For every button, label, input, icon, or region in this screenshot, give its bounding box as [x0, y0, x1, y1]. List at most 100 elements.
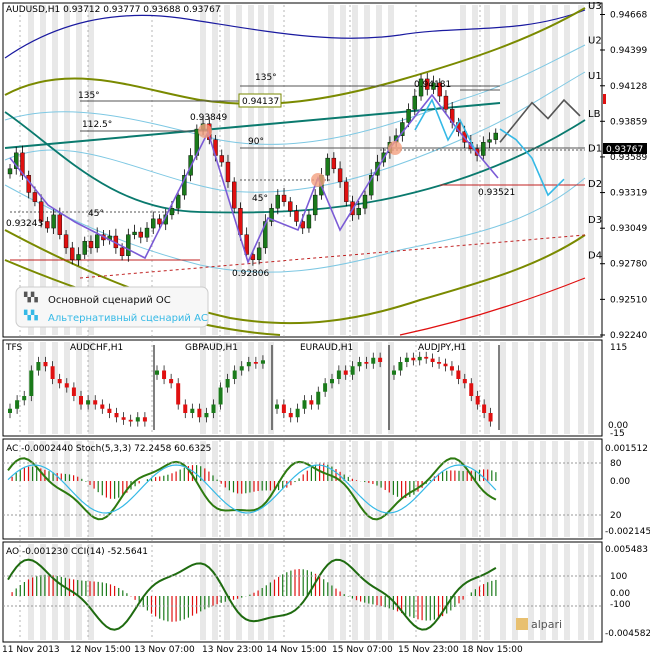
- candle-body: [493, 132, 498, 140]
- session-stripe: [248, 342, 254, 434]
- main-scenario-label: Основной сценарий ОС: [48, 295, 171, 306]
- time-axis: 11 Nov 2013 12 Nov 15:00 13 Nov 07:00 13 No…: [2, 645, 523, 655]
- time-tick-label: 13 Nov 07:00: [134, 645, 195, 655]
- tfs-candle-body: [50, 366, 55, 379]
- candle-body: [70, 247, 75, 260]
- tfs-candle-body: [93, 400, 98, 405]
- session-stripe: [248, 544, 254, 640]
- session-stripe: [512, 342, 518, 434]
- tfs-candle-body: [135, 417, 140, 422]
- tfs-candle-body: [176, 383, 181, 405]
- tfs-candle-body: [398, 362, 403, 371]
- candle-body: [138, 231, 143, 238]
- candle-body: [151, 218, 156, 229]
- candle-body: [406, 109, 411, 123]
- session-stripe: [500, 544, 506, 640]
- d2-curve: [4, 177, 586, 273]
- session-stripe: [258, 441, 264, 537]
- session-stripe: [268, 342, 274, 434]
- u3-curve: [4, 9, 586, 59]
- gann-angle-112: 112.5°: [82, 120, 112, 130]
- alt-scenario-line: [499, 128, 565, 197]
- session-stripe: [588, 342, 594, 434]
- session-stripe: [484, 441, 490, 537]
- session-stripe: [200, 544, 206, 640]
- ac-tick-top: 0.001512: [605, 444, 648, 454]
- candle-body: [45, 221, 50, 229]
- session-stripe: [236, 342, 242, 434]
- main-panel-frame: [2, 2, 603, 338]
- tfs-candle-body: [225, 379, 230, 388]
- candle-body: [331, 157, 337, 169]
- level-label-d4: D4: [588, 250, 602, 261]
- session-stripe: [472, 5, 478, 335]
- session-stripe: [52, 544, 58, 640]
- session-stripe: [258, 544, 264, 640]
- tfs-candle-body: [239, 366, 244, 371]
- cci-line: [7, 558, 497, 631]
- session-stripe: [212, 342, 218, 434]
- candle-body: [51, 214, 56, 229]
- session-stripe: [564, 441, 570, 537]
- price-label-high: 0.93849: [190, 113, 227, 123]
- session-stripe: [512, 5, 518, 335]
- level-labels: U3 U2 U1 LB D1 D2 D3 D4: [588, 1, 602, 261]
- session-stripe: [588, 441, 594, 537]
- candle-body: [157, 218, 162, 225]
- session-stripe: [200, 441, 206, 537]
- session-stripe: [28, 5, 34, 335]
- session-stripe: [64, 5, 70, 335]
- tfs-candle-body: [424, 356, 429, 359]
- time-tick-label: 15 Nov 07:00: [332, 645, 393, 655]
- candle-body: [175, 194, 181, 209]
- tfs-pair-4: AUDJPY,H1: [418, 343, 466, 353]
- tfs-candle-body: [57, 379, 62, 384]
- session-stripe: [460, 544, 466, 640]
- price-label-low: 0.92806: [232, 269, 269, 279]
- session-stripe: [364, 544, 370, 640]
- time-tick-label: 11 Nov 2013: [2, 645, 60, 655]
- tfs-candle-body: [302, 400, 307, 409]
- candle-body: [306, 214, 312, 229]
- session-stripe: [76, 441, 82, 537]
- tfs-candle-body: [218, 387, 223, 405]
- tfs-candle-body: [183, 404, 188, 413]
- session-stripe: [40, 441, 46, 537]
- candle-body: [294, 210, 299, 222]
- tfs-panel-frame: [2, 339, 603, 437]
- session-stripe: [224, 544, 230, 640]
- price-tick-label: 0.92240: [610, 331, 647, 341]
- session-stripe: [552, 342, 558, 434]
- candle-body: [144, 227, 150, 238]
- tfs-tick-zero: 0.00: [608, 421, 628, 431]
- session-stripe: [540, 342, 546, 434]
- candle-body: [362, 194, 368, 209]
- session-stripe: [460, 342, 466, 434]
- tfs-candle-body: [107, 408, 112, 413]
- session-stripe: [364, 342, 370, 434]
- session-stripe: [28, 441, 34, 537]
- ao-tick-minus100: -100: [610, 600, 631, 610]
- candle-body: [369, 175, 374, 196]
- ao-tick-zero: 0.00: [610, 589, 630, 599]
- price-label-recent-low: 0.93521: [478, 188, 515, 198]
- session-stripe: [388, 342, 394, 434]
- candle-body: [244, 234, 249, 255]
- price-tick-label: 0.93319: [610, 189, 647, 199]
- tfs-candle-body: [100, 404, 105, 409]
- price-tick-label: 0.93589: [610, 153, 647, 163]
- session-stripe: [328, 544, 334, 640]
- session-stripe: [52, 5, 58, 335]
- price-tick-label: 0.92780: [610, 260, 647, 270]
- tfs-candle-body: [437, 362, 442, 364]
- price-tick-label: 0.94668: [610, 11, 647, 21]
- session-stripe: [236, 544, 242, 640]
- candle-body: [57, 214, 63, 235]
- price-tick-label: 0.94128: [610, 82, 647, 92]
- mid-light-curve-2: [4, 44, 586, 145]
- candle-body: [312, 194, 318, 216]
- ao-tick-top: 0.005483: [605, 545, 648, 555]
- session-stripe: [236, 5, 242, 335]
- session-stripe: [88, 5, 94, 335]
- candle-body: [20, 152, 25, 176]
